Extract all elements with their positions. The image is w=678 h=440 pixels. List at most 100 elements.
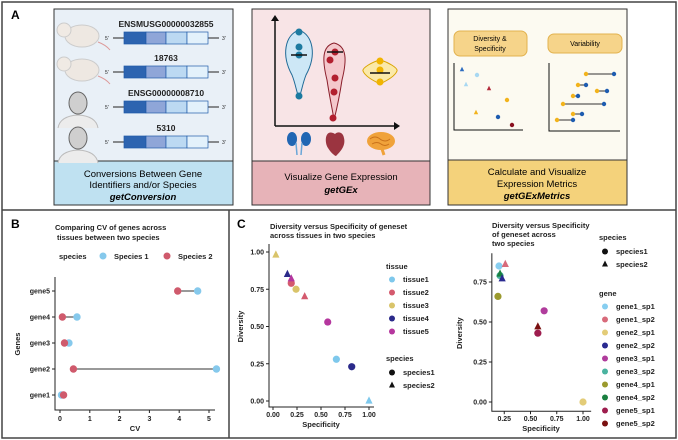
legend-marker bbox=[602, 303, 608, 310]
legend-marker bbox=[602, 329, 608, 336]
point-tissue2-species2 bbox=[301, 292, 309, 300]
five-prime-label: 5' bbox=[105, 140, 109, 146]
visualize-box: Visualize Gene Expression getGEx bbox=[251, 8, 431, 206]
point-gene2_sp2-species2 bbox=[498, 274, 506, 282]
legend-label: tissue4 bbox=[403, 314, 430, 323]
y-tick-label: 0.75 bbox=[473, 280, 487, 287]
point-tissue3-species2 bbox=[272, 250, 280, 258]
mouse-tail bbox=[97, 41, 111, 51]
legend-title: species bbox=[599, 233, 627, 242]
chart-title: two species bbox=[492, 239, 535, 248]
mini-point bbox=[583, 71, 589, 77]
point-species1 bbox=[193, 287, 202, 295]
legend-label: gene1_sp2 bbox=[616, 315, 655, 324]
mini-point bbox=[486, 85, 492, 91]
conversion-function: getConversion bbox=[109, 192, 177, 203]
point-tissue1-species1 bbox=[332, 355, 340, 363]
legend-label: tissue3 bbox=[403, 301, 429, 310]
x-axis-label: Specificity bbox=[522, 424, 560, 433]
chart-title: tissues between two species bbox=[57, 233, 160, 242]
variability-pill bbox=[547, 33, 623, 54]
legend-marker bbox=[389, 369, 395, 376]
gene-segment bbox=[186, 65, 209, 79]
gene-segment bbox=[123, 100, 147, 114]
x-axis-label: Specificity bbox=[302, 420, 340, 429]
x-tick-label: 0.75 bbox=[338, 412, 352, 419]
y-axis-label: Diversity bbox=[455, 317, 464, 350]
y-tick-label: gene3 bbox=[30, 341, 50, 348]
point-species1 bbox=[73, 313, 81, 321]
axes bbox=[268, 244, 374, 408]
y-axis-label: Diversity bbox=[236, 310, 245, 343]
mini-point bbox=[459, 66, 465, 72]
legend-marker bbox=[389, 302, 395, 309]
legend-marker bbox=[602, 368, 608, 375]
gene-segment bbox=[145, 31, 167, 45]
y-tick-label: gene1 bbox=[30, 393, 50, 400]
point-tissue1-species2 bbox=[365, 396, 373, 404]
x-tick-label: 2 bbox=[118, 416, 122, 423]
legend-label: tissue2 bbox=[403, 288, 429, 297]
conversion-box: ENSMUSG00000032855 5' 3' 18763 5' 3' ENSG00000… bbox=[53, 8, 234, 206]
point-gene1_sp2-species2 bbox=[501, 259, 509, 267]
mouse-head bbox=[56, 56, 72, 72]
x-tick-label: 1.00 bbox=[362, 412, 376, 419]
five-prime-label: 5' bbox=[105, 70, 109, 76]
mini-point bbox=[570, 93, 576, 99]
legend-label: gene2_sp1 bbox=[616, 328, 655, 337]
legend-label: gene2_sp2 bbox=[616, 341, 655, 350]
pill-text: Variability bbox=[570, 41, 600, 48]
chart-title: of geneset across bbox=[492, 230, 556, 239]
point-species1 bbox=[212, 365, 221, 373]
gene-segment bbox=[123, 135, 147, 149]
point-gene5_sp1-species1 bbox=[534, 329, 542, 337]
legend-marker bbox=[389, 276, 395, 283]
mouse-tail bbox=[97, 75, 111, 85]
pill-text: Specificity bbox=[474, 46, 506, 53]
mini-point bbox=[473, 109, 479, 115]
three-prime-label: 3' bbox=[222, 105, 226, 111]
y-tick-label: gene2 bbox=[30, 367, 50, 374]
heart-icon bbox=[325, 132, 345, 156]
chart-title: across tissues in two species bbox=[270, 231, 375, 240]
y-tick-label: 0.50 bbox=[250, 324, 264, 331]
legend-label: gene5_sp2 bbox=[616, 419, 655, 428]
y-tick-label: gene4 bbox=[30, 315, 50, 322]
chart-title: Diversity versus Specificity of geneset bbox=[270, 222, 408, 231]
panel-label-a: A bbox=[11, 8, 20, 22]
x-axis-label: CV bbox=[130, 424, 140, 433]
gene-segment bbox=[123, 65, 147, 79]
mini-point bbox=[560, 101, 566, 107]
legend-marker bbox=[99, 252, 107, 260]
brain-icon bbox=[367, 132, 395, 156]
gene-segment bbox=[186, 31, 209, 45]
human-shoulders bbox=[57, 114, 99, 129]
human-shoulders bbox=[57, 149, 99, 164]
legend-title: species bbox=[59, 252, 87, 261]
y-tick-label: gene5 bbox=[30, 289, 50, 296]
legend-marker bbox=[602, 355, 608, 362]
gene-segment bbox=[123, 31, 147, 45]
mouse-head bbox=[56, 22, 72, 38]
mini-point bbox=[554, 117, 560, 123]
mini-point bbox=[509, 122, 515, 128]
gene-segment bbox=[186, 100, 209, 114]
y-tick-label: 0.50 bbox=[473, 320, 487, 327]
x-tick-label: 0.25 bbox=[497, 416, 511, 423]
legend-label: gene4_sp2 bbox=[616, 393, 655, 402]
pill-text: Diversity & bbox=[473, 36, 507, 43]
y-axis-label: Genes bbox=[13, 333, 22, 356]
point-tissue4-species2 bbox=[283, 269, 291, 277]
legend-marker bbox=[163, 252, 171, 260]
mini-point bbox=[463, 81, 469, 87]
point-species2 bbox=[69, 365, 78, 373]
legend-label: tissue5 bbox=[403, 327, 429, 336]
visualize-caption: Visualize Gene Expression bbox=[284, 172, 397, 183]
legend-marker bbox=[389, 328, 395, 335]
human-icon bbox=[68, 91, 88, 115]
metrics-box: Diversity & Specificity Variability Calc… bbox=[447, 8, 628, 206]
gene-segment bbox=[165, 100, 188, 114]
mini-point bbox=[601, 101, 607, 107]
